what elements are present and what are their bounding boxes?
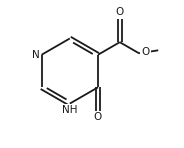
Text: O: O	[116, 7, 124, 17]
Text: O: O	[141, 47, 149, 57]
Text: N: N	[32, 50, 39, 60]
Text: NH: NH	[62, 105, 77, 115]
Text: O: O	[94, 112, 102, 123]
